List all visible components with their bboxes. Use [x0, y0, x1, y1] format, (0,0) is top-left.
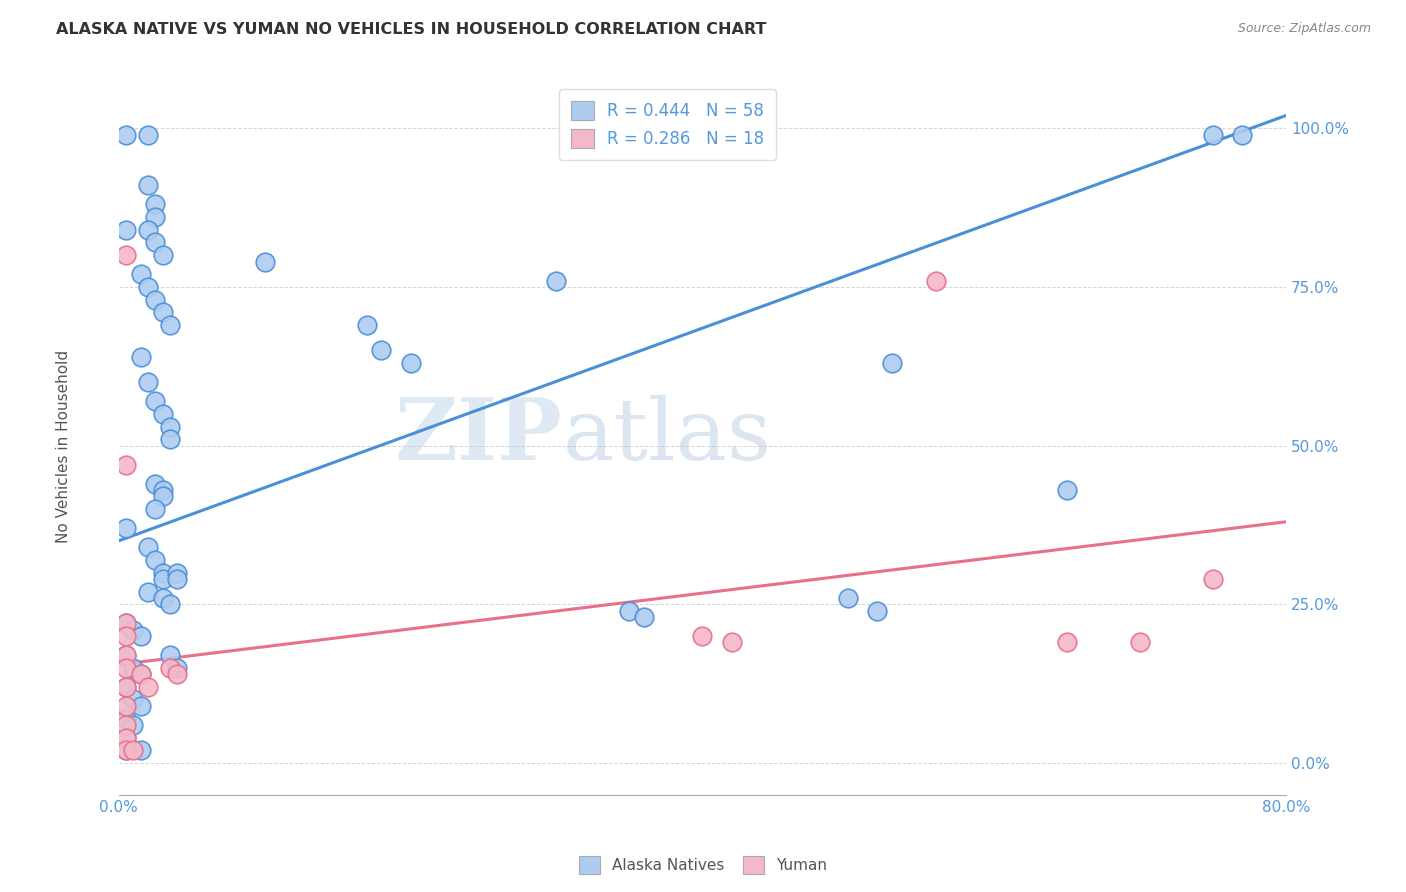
- Point: [159, 597, 181, 611]
- Point: [143, 210, 166, 224]
- Point: [152, 305, 174, 319]
- Point: [143, 197, 166, 211]
- Point: [115, 718, 138, 732]
- Point: [115, 698, 138, 713]
- Point: [115, 648, 138, 662]
- Point: [166, 566, 188, 580]
- Point: [129, 267, 152, 281]
- Point: [143, 476, 166, 491]
- Point: [115, 731, 138, 745]
- Point: [122, 623, 145, 637]
- Point: [122, 692, 145, 706]
- Point: [115, 743, 138, 757]
- Point: [143, 553, 166, 567]
- Point: [115, 458, 138, 472]
- Point: [129, 667, 152, 681]
- Point: [166, 572, 188, 586]
- Text: No Vehicles in Household: No Vehicles in Household: [56, 350, 70, 542]
- Point: [356, 318, 378, 332]
- Point: [152, 407, 174, 421]
- Point: [633, 610, 655, 624]
- Point: [115, 629, 138, 643]
- Point: [152, 248, 174, 262]
- Point: [136, 375, 159, 389]
- Point: [1129, 635, 1152, 649]
- Point: [399, 356, 422, 370]
- Point: [1202, 572, 1225, 586]
- Point: [115, 616, 138, 631]
- Point: [837, 591, 859, 605]
- Point: [143, 235, 166, 250]
- Point: [546, 274, 568, 288]
- Point: [115, 521, 138, 535]
- Point: [159, 432, 181, 446]
- Point: [115, 616, 138, 631]
- Point: [129, 743, 152, 757]
- Point: [1056, 635, 1078, 649]
- Point: [136, 680, 159, 694]
- Point: [143, 502, 166, 516]
- Point: [122, 743, 145, 757]
- Point: [143, 293, 166, 307]
- Point: [129, 629, 152, 643]
- Point: [152, 489, 174, 503]
- Point: [880, 356, 903, 370]
- Point: [122, 718, 145, 732]
- Point: [115, 128, 138, 142]
- Point: [253, 254, 276, 268]
- Legend: Alaska Natives, Yuman: Alaska Natives, Yuman: [572, 850, 834, 880]
- Point: [166, 667, 188, 681]
- Point: [115, 731, 138, 745]
- Point: [115, 248, 138, 262]
- Point: [370, 343, 392, 358]
- Point: [692, 629, 714, 643]
- Legend: R = 0.444   N = 58, R = 0.286   N = 18: R = 0.444 N = 58, R = 0.286 N = 18: [560, 89, 776, 160]
- Point: [136, 540, 159, 554]
- Point: [115, 712, 138, 726]
- Point: [1202, 128, 1225, 142]
- Text: ALASKA NATIVE VS YUMAN NO VEHICLES IN HOUSEHOLD CORRELATION CHART: ALASKA NATIVE VS YUMAN NO VEHICLES IN HO…: [56, 22, 766, 37]
- Text: atlas: atlas: [562, 394, 772, 477]
- Point: [159, 648, 181, 662]
- Point: [159, 318, 181, 332]
- Point: [152, 572, 174, 586]
- Point: [166, 661, 188, 675]
- Point: [115, 648, 138, 662]
- Point: [720, 635, 742, 649]
- Point: [136, 280, 159, 294]
- Point: [143, 394, 166, 409]
- Point: [129, 350, 152, 364]
- Point: [925, 274, 948, 288]
- Point: [866, 604, 889, 618]
- Point: [136, 223, 159, 237]
- Point: [152, 566, 174, 580]
- Point: [1056, 483, 1078, 497]
- Text: Source: ZipAtlas.com: Source: ZipAtlas.com: [1237, 22, 1371, 36]
- Point: [136, 128, 159, 142]
- Point: [115, 680, 138, 694]
- Point: [136, 584, 159, 599]
- Point: [152, 591, 174, 605]
- Point: [115, 680, 138, 694]
- Point: [1230, 128, 1253, 142]
- Text: ZIP: ZIP: [395, 394, 562, 478]
- Point: [152, 483, 174, 497]
- Point: [159, 419, 181, 434]
- Point: [115, 223, 138, 237]
- Point: [129, 698, 152, 713]
- Point: [122, 661, 145, 675]
- Point: [115, 661, 138, 675]
- Point: [159, 661, 181, 675]
- Point: [129, 667, 152, 681]
- Point: [136, 178, 159, 193]
- Point: [115, 743, 138, 757]
- Point: [619, 604, 641, 618]
